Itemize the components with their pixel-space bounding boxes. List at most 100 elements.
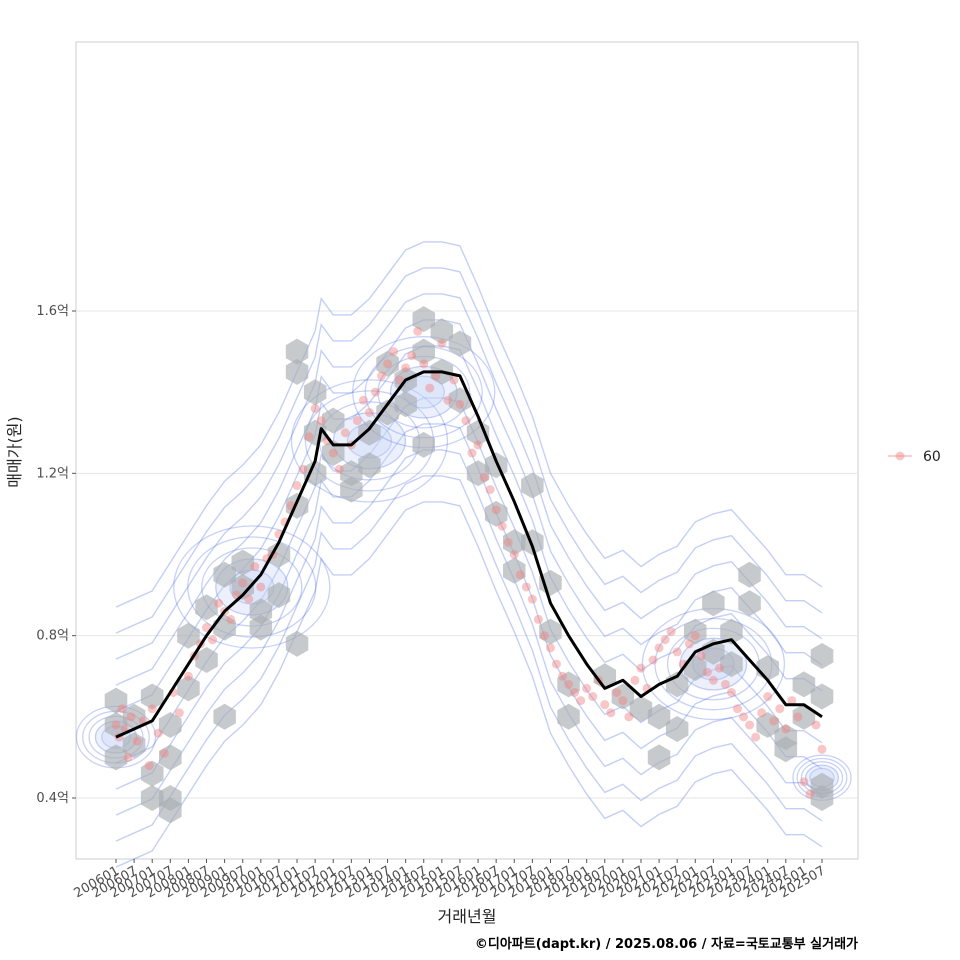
hex-bin: [702, 590, 725, 617]
density-contour-line: [115, 319, 823, 686]
y-axis-title: 매매가(원): [5, 416, 24, 487]
hex-bin: [249, 614, 273, 641]
hex-bin: [448, 387, 472, 414]
hex-bin: [720, 618, 743, 645]
scatter-point: [174, 708, 184, 718]
hex-bin: [140, 760, 164, 787]
scatter-point: [126, 712, 136, 722]
scatter-point: [407, 351, 417, 361]
hex-bin: [358, 419, 381, 446]
hex-bin: [629, 695, 653, 722]
scatter-point: [352, 416, 362, 426]
scatter-point: [244, 594, 254, 604]
scatter-point: [720, 679, 730, 689]
hex-bin: [376, 399, 399, 426]
scatter-point: [558, 671, 568, 681]
hex-bin: [611, 683, 635, 710]
hex-bin: [738, 590, 761, 617]
hex-bin: [159, 797, 182, 824]
hex-bin: [195, 647, 218, 673]
density-contour-line: [115, 475, 823, 842]
scatter-point: [358, 395, 368, 405]
scatter-point: [208, 635, 218, 645]
scatter-point: [473, 440, 483, 450]
hex-bin: [430, 318, 454, 345]
source-caption: ©디아파트(dapt.kr) / 2025.08.06 / 자료=국토교통부 실…: [475, 936, 858, 952]
scatter-point: [714, 663, 724, 673]
scatter-point: [383, 359, 393, 369]
scatter-point: [479, 472, 489, 482]
hex-bin: [249, 598, 273, 625]
scatter-point: [811, 720, 821, 730]
hex-bin: [104, 712, 128, 738]
scatter-point: [310, 403, 320, 413]
hex-bin: [231, 549, 254, 576]
scatter-point: [364, 407, 374, 417]
scatter-point: [461, 416, 471, 426]
hex-bin: [358, 452, 381, 479]
scatter-point: [775, 704, 785, 714]
scatter-point: [437, 338, 447, 348]
density-contour-line: [115, 501, 823, 868]
density-contour-line: [115, 241, 823, 608]
y-tick-label: 1.2억: [36, 466, 69, 481]
hex-bin: [738, 561, 761, 588]
hex-bin: [285, 358, 309, 385]
scatter-point: [491, 505, 501, 515]
legend-point-icon: [895, 451, 905, 461]
scatter-point: [449, 375, 459, 385]
scatter-point: [132, 736, 142, 746]
scatter-point: [425, 383, 435, 393]
density-contour-ring: [187, 536, 317, 638]
scatter-point: [763, 692, 773, 702]
hex-bin: [376, 350, 399, 377]
hex-bin: [177, 622, 200, 649]
scatter-point: [111, 720, 121, 730]
scatter-point: [256, 582, 266, 592]
hex-bin: [484, 500, 508, 527]
scatter-point: [304, 432, 314, 442]
scatter-point: [370, 387, 380, 397]
hex-bin: [140, 683, 164, 710]
hex-bin: [810, 785, 834, 811]
scatter-point: [226, 614, 236, 624]
scatter-point: [292, 481, 302, 491]
scatter-point: [648, 655, 658, 665]
hex-bin: [159, 744, 182, 771]
scatter-point: [582, 683, 592, 693]
scatter-point: [238, 578, 248, 588]
scatter-point: [636, 663, 646, 673]
hex-bin: [177, 675, 200, 702]
hex-bin: [412, 306, 435, 333]
scatter-point: [509, 550, 519, 559]
hex-bin: [448, 330, 472, 357]
hex-bin: [104, 687, 128, 714]
hex-bin: [503, 529, 526, 556]
scatter-point: [521, 582, 531, 592]
scatter-point: [793, 712, 803, 722]
scatter-point: [377, 371, 387, 381]
hex-bin: [104, 744, 128, 771]
y-tick-label: 0.4억: [36, 791, 69, 806]
scatter-point: [298, 464, 308, 474]
scatter-point: [769, 716, 779, 726]
scatter-point: [708, 675, 718, 685]
scatter-point: [745, 720, 755, 730]
scatter-point: [527, 594, 537, 604]
x-axis: 2006012006072007012007072008012008072009…: [72, 859, 828, 901]
scatter-point: [250, 562, 260, 572]
scatter-points: [111, 326, 827, 799]
hex-bin: [810, 683, 834, 710]
scatter-point: [618, 696, 628, 706]
hex-bin: [213, 703, 236, 730]
scatter-point: [443, 395, 453, 405]
scatter-point: [684, 639, 694, 649]
scatter-point: [702, 667, 712, 677]
scatter-point: [389, 347, 399, 357]
scatter-point: [401, 363, 411, 373]
scatter-point: [144, 761, 154, 771]
hex-bin: [647, 703, 671, 730]
scatter-point: [455, 399, 465, 409]
hex-bin: [195, 594, 218, 621]
trend-line-group: [115, 370, 823, 739]
